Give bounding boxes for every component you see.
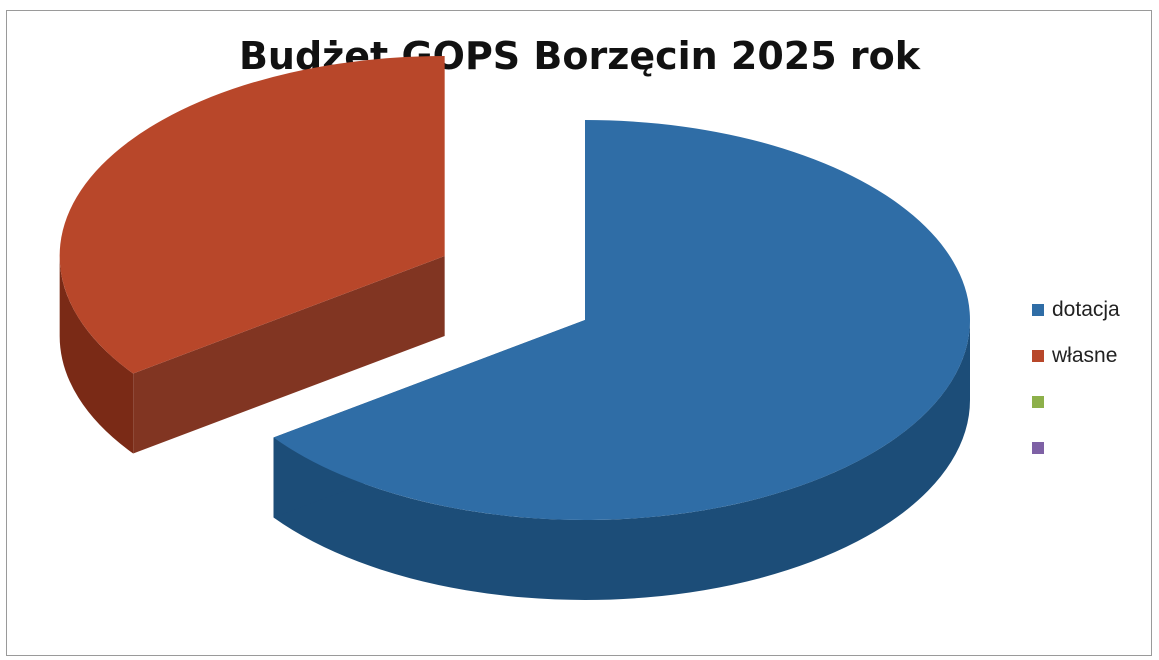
legend-swatch bbox=[1032, 350, 1044, 362]
pie-slice-side-dotacja bbox=[273, 320, 970, 600]
legend-swatch bbox=[1032, 304, 1044, 316]
legend-label: własne bbox=[1052, 344, 1118, 367]
pie-slice-w-asne bbox=[59, 55, 445, 374]
pie-slice-wall-w-asne-0 bbox=[133, 255, 445, 454]
pie-slice-side-w-asne bbox=[59, 255, 134, 454]
legend-swatch bbox=[1032, 396, 1044, 408]
legend-label: dotacja bbox=[1052, 298, 1120, 321]
pie-slice-dotacja bbox=[273, 120, 971, 520]
legend-swatch bbox=[1032, 442, 1044, 454]
